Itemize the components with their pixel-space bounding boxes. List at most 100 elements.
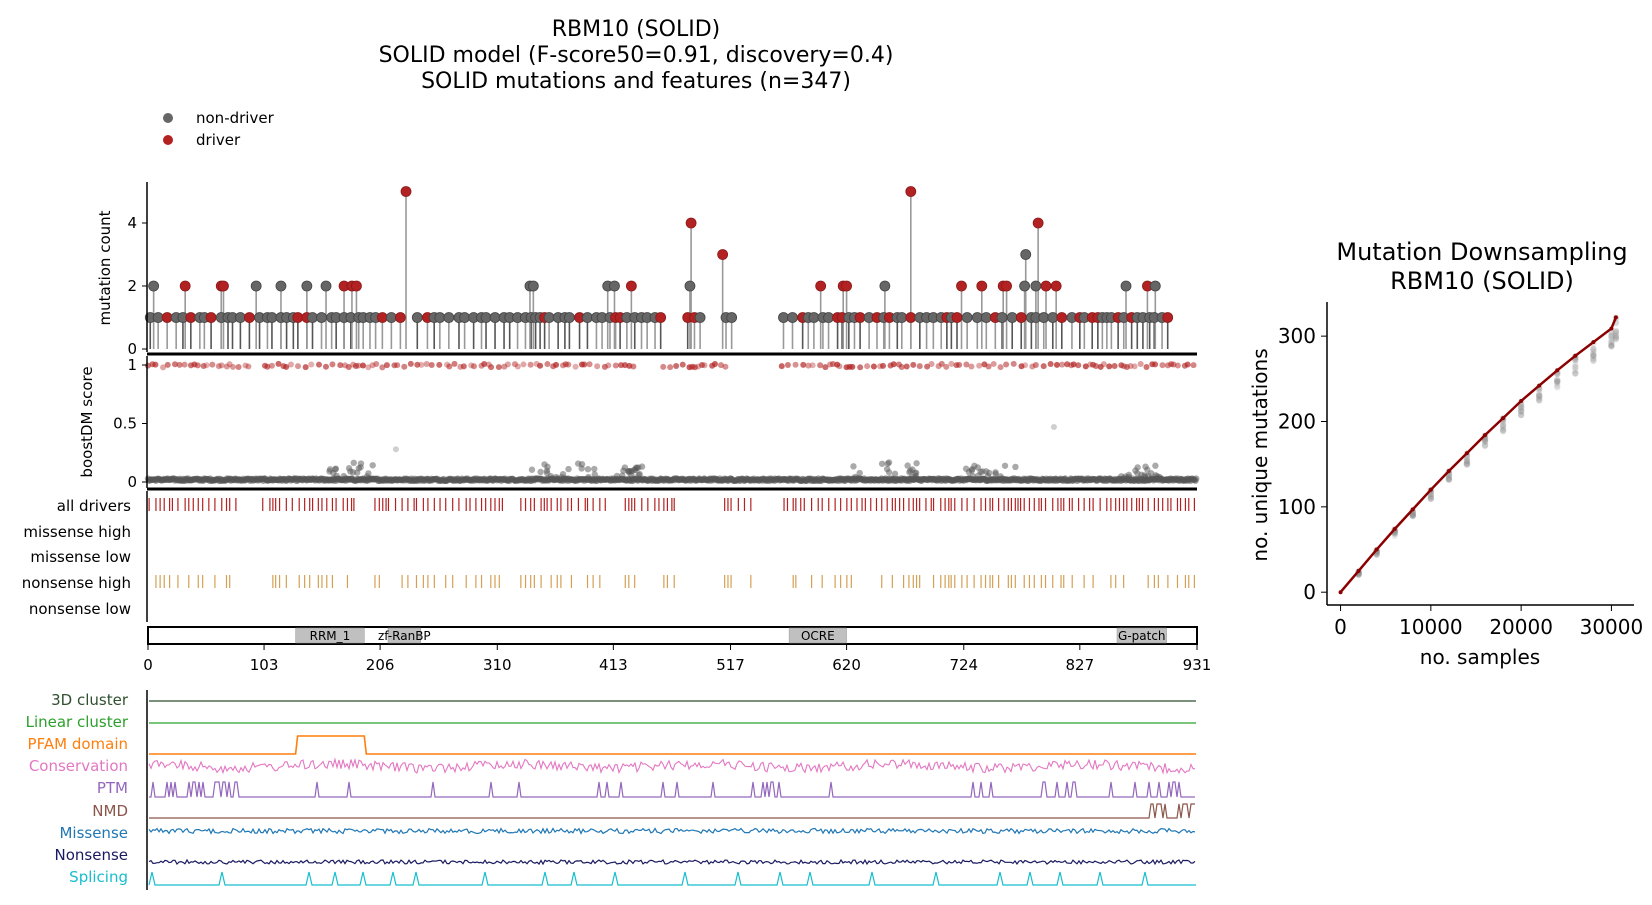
boostdm-point: [852, 473, 859, 481]
downsampling-replicate-point: [1572, 370, 1579, 377]
downsampling-replicate-point: [1409, 513, 1416, 520]
downsampling-y-tick-label: 100: [1278, 495, 1316, 519]
needle-head-non-driver: [564, 312, 575, 323]
needle-head-driver: [815, 280, 827, 292]
boostdm-point: [635, 464, 642, 471]
needle-head-non-driver: [434, 312, 446, 323]
needle-head-driver: [1001, 280, 1012, 292]
boostdm-point: [315, 361, 322, 368]
boostdm-point: [1032, 362, 1039, 369]
boostdm-point: [585, 473, 592, 481]
needle-head-non-driver: [543, 312, 555, 323]
boostdm-point: [446, 363, 453, 370]
boostdm-point: [268, 362, 275, 369]
boostdm-point: [698, 361, 705, 368]
needle-head-driver: [205, 312, 217, 323]
downsampling-replicate-point: [1612, 328, 1620, 335]
downsampling-replicate-point: [1535, 388, 1543, 396]
boostdm-point: [1134, 470, 1141, 477]
needle-head-non-driver: [316, 312, 327, 323]
feature-line-ptm: [149, 781, 1195, 798]
boostdm-point: [488, 364, 495, 371]
feature-label-conservation: Conservation: [29, 757, 128, 775]
track-label-nonsense-low: nonsense low: [29, 600, 131, 618]
boostdm-point: [1127, 363, 1134, 370]
boostdm-point: [711, 360, 718, 367]
all-drivers-ticks: [148, 498, 1195, 511]
domain-x-tick-label: 620: [832, 656, 861, 674]
downsampling-replicate-point: [1499, 427, 1507, 434]
feature-line-missense: [148, 827, 1196, 835]
boostdm-point: [1134, 464, 1141, 471]
boostdm-point: [601, 363, 608, 370]
boostdm-point: [1125, 473, 1133, 481]
needle-head-driver: [185, 312, 197, 323]
needle-head-non-driver: [307, 312, 318, 323]
boostdm-point: [1018, 363, 1025, 370]
downsampling-replicate-point: [1517, 411, 1525, 419]
feature-line-splicing: [148, 871, 1196, 886]
downsampling-replicate-point: [1590, 352, 1597, 359]
downsampling-replicate-point: [1391, 532, 1398, 540]
downsampling-replicate-point: [1409, 512, 1416, 519]
downsampling-replicate-point: [1481, 441, 1489, 449]
boostdm-point: [836, 363, 843, 370]
downsampling-replicate-point: [1608, 336, 1615, 343]
needle-head-non-driver: [480, 312, 492, 323]
downsampling-replicate-point: [1517, 408, 1525, 415]
needle-head-driver: [655, 312, 667, 323]
downsampling-replicate-point: [1608, 338, 1615, 346]
domain-label: RRM_1: [310, 629, 351, 643]
boostdm-point: [1075, 362, 1082, 369]
boostdm-point: [511, 361, 518, 368]
boostdm-point: [891, 470, 899, 478]
needle-head-non-driver: [320, 280, 332, 292]
boostdm-point: [152, 361, 159, 368]
boostdm-point: [880, 362, 887, 369]
domain-box: [1116, 627, 1167, 644]
needle-head-driver: [161, 312, 173, 323]
domain-x-ticks: 0 103 206 310 413 517 620 724 827 931: [143, 644, 1211, 674]
boostdm-point: [460, 363, 467, 370]
feature-label-nonsense: Nonsense: [55, 846, 129, 864]
boostdm-point: [1047, 360, 1054, 367]
downsampling-replicate-point: [1517, 412, 1525, 419]
feature-line-nonsense: [148, 858, 1196, 866]
downsampling-replicate-point: [1554, 376, 1561, 383]
boostdm-point: [229, 363, 236, 370]
boostdm-point: [985, 363, 992, 370]
downsampling-replicate-point: [1481, 438, 1489, 445]
boostdm-point: [636, 470, 643, 478]
downsampling-replicate-point: [1554, 378, 1561, 385]
downsampling-replicate-point: [1608, 343, 1615, 350]
boostdm-point: [235, 363, 242, 370]
boostdm-point: [302, 364, 309, 371]
boostdm-point: [1022, 362, 1029, 369]
needle-head-driver: [905, 186, 917, 197]
boostdm-point: [1118, 473, 1125, 480]
needle-heads: [144, 186, 1174, 323]
boostdm-point: [428, 362, 435, 369]
downsampling-replicate-point: [1554, 380, 1561, 387]
downsampling-replicate-point: [1612, 332, 1620, 339]
boostdm-point: [938, 360, 945, 367]
boostdm-point: [1170, 361, 1177, 368]
downsampling-replicate-point: [1463, 457, 1471, 464]
needle-head-non-driver: [301, 280, 313, 292]
downsampling-replicate-point: [1535, 397, 1543, 404]
boostdm-point: [1082, 363, 1089, 370]
downsampling-title-line-1: Mutation Downsampling: [1336, 238, 1627, 266]
downsampling-replicate-point: [1612, 329, 1620, 336]
boostdm-point: [226, 361, 233, 368]
nonsense-high-ticks: [155, 575, 1195, 588]
boostdm-point: [1111, 362, 1118, 369]
boostdm-point: [581, 361, 588, 368]
downsampling-replicate-point: [1608, 343, 1615, 350]
needle-head-non-driver: [148, 280, 160, 292]
needle-head-non-driver: [787, 312, 798, 323]
downsampling-replicate-point: [1499, 426, 1507, 434]
boostdm-point: [209, 361, 216, 368]
boostdm-point: [537, 362, 544, 369]
boostdm-point: [1097, 363, 1104, 370]
boostdm-point: [326, 466, 334, 473]
